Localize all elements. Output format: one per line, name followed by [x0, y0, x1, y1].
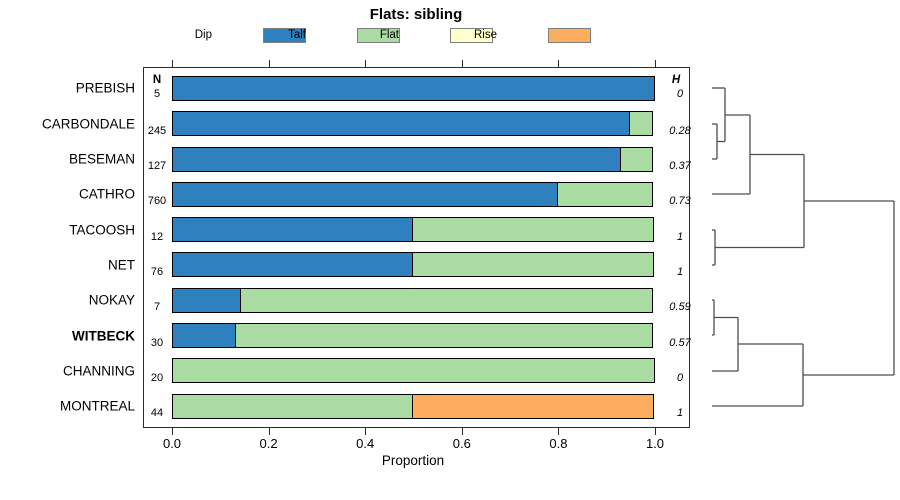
x-axis-tick-bottom [558, 428, 560, 435]
bar-segment-talf [412, 252, 654, 278]
row-label-montreal: MONTREAL [59, 398, 135, 414]
h-value: 0.28 [669, 124, 691, 137]
plot-area [143, 67, 690, 428]
row-label-prebish: PREBISH [75, 80, 135, 96]
row-label-witbeck: WITBECK [72, 328, 135, 344]
n-value: 76 [150, 265, 164, 278]
h-value: 0.73 [669, 195, 691, 208]
x-tick-label: 0.0 [162, 436, 182, 451]
x-tick-label: 0.8 [549, 436, 568, 451]
x-axis-tick-top [461, 60, 463, 67]
bar-row-witbeck [172, 323, 655, 349]
bar-segment-dip [172, 287, 242, 313]
h-value: 0 [676, 371, 684, 384]
n-value: 30 [150, 336, 164, 349]
bar-segment-talf [629, 111, 654, 137]
legend-label: Dip [194, 29, 212, 41]
row-label-cathro: CATHRO [79, 186, 135, 202]
n-value: 7 [153, 301, 161, 314]
h-value: 1 [676, 230, 684, 243]
x-tick-label: 0.2 [259, 436, 278, 451]
legend-swatch-flat [450, 28, 493, 43]
bar-row-channing [172, 358, 655, 384]
h-value: 0.57 [669, 336, 691, 349]
n-value: 44 [150, 407, 164, 420]
chart-title: Flats: sibling [369, 6, 463, 23]
h-value: 0 [676, 87, 684, 100]
h-value: 0.59 [669, 301, 691, 314]
x-axis-tick-top [268, 60, 270, 67]
bar-segment-rise [412, 393, 654, 419]
n-value: 12 [150, 230, 164, 243]
legend-swatch-talf [357, 28, 400, 43]
row-label-beseman: BESEMAN [68, 151, 135, 167]
bar-segment-talf [234, 323, 654, 349]
bar-segment-talf [556, 181, 654, 207]
n-value: 5 [153, 87, 161, 100]
x-axis-label: Proportion [381, 453, 445, 468]
x-axis-tick-bottom [365, 428, 367, 435]
x-axis-tick-bottom [655, 428, 656, 435]
bar-segment-talf [619, 146, 654, 172]
legend-label: Flat [379, 29, 399, 41]
h-value: 1 [676, 265, 684, 278]
x-tick-label: 0.6 [452, 436, 471, 451]
x-axis-tick-top [172, 60, 173, 67]
bar-row-montreal [172, 393, 655, 419]
x-axis-tick-bottom [461, 428, 463, 435]
bar-segment-dip [172, 217, 414, 243]
bar-segment-dip [172, 252, 414, 278]
bar-segment-dip [172, 75, 655, 101]
x-axis-tick-top [558, 60, 560, 67]
n-column-header: N [152, 73, 162, 86]
legend-label: Talf [288, 29, 306, 41]
bar-row-cathro [172, 181, 655, 207]
n-value: 245 [147, 124, 167, 137]
legend-swatch-dip [263, 28, 306, 43]
row-label-tacoosh: TACOOSH [69, 222, 135, 238]
bar-segment-dip [172, 146, 622, 172]
bar-segment-talf [172, 358, 655, 384]
x-tick-label: 1.0 [645, 436, 665, 451]
bar-segment-talf [412, 217, 654, 243]
bar-row-net [172, 252, 655, 278]
row-label-carbondale: CARBONDALE [41, 116, 135, 132]
row-label-channing: CHANNING [62, 363, 135, 379]
x-axis-tick-bottom [268, 428, 270, 435]
x-axis-tick-top [655, 60, 656, 67]
bar-segment-talf [172, 393, 414, 419]
h-value: 1 [676, 407, 684, 420]
n-value: 127 [147, 160, 167, 173]
bar-segment-dip [172, 111, 631, 137]
legend-label: Rise [473, 29, 497, 41]
bar-row-beseman [172, 146, 655, 172]
x-axis-tick-top [365, 60, 367, 67]
h-column-header: H [671, 73, 681, 86]
x-axis-tick-bottom [172, 428, 173, 435]
h-value: 0.37 [669, 160, 691, 173]
x-tick-label: 0.4 [356, 436, 375, 451]
bar-segment-talf [239, 287, 654, 313]
bar-segment-dip [172, 323, 237, 349]
bar-row-nokay [172, 287, 655, 313]
bar-segment-dip [172, 181, 559, 207]
row-label-nokay: NOKAY [88, 292, 135, 308]
bar-row-carbondale [172, 111, 655, 137]
row-label-net: NET [108, 257, 135, 273]
n-value: 20 [150, 371, 164, 384]
n-value: 760 [147, 195, 167, 208]
bar-row-tacoosh [172, 217, 655, 243]
legend: Dip Talf Flat Rise [0, 0, 900, 50]
legend-swatch-rise [548, 28, 591, 43]
bar-row-prebish [172, 75, 655, 101]
